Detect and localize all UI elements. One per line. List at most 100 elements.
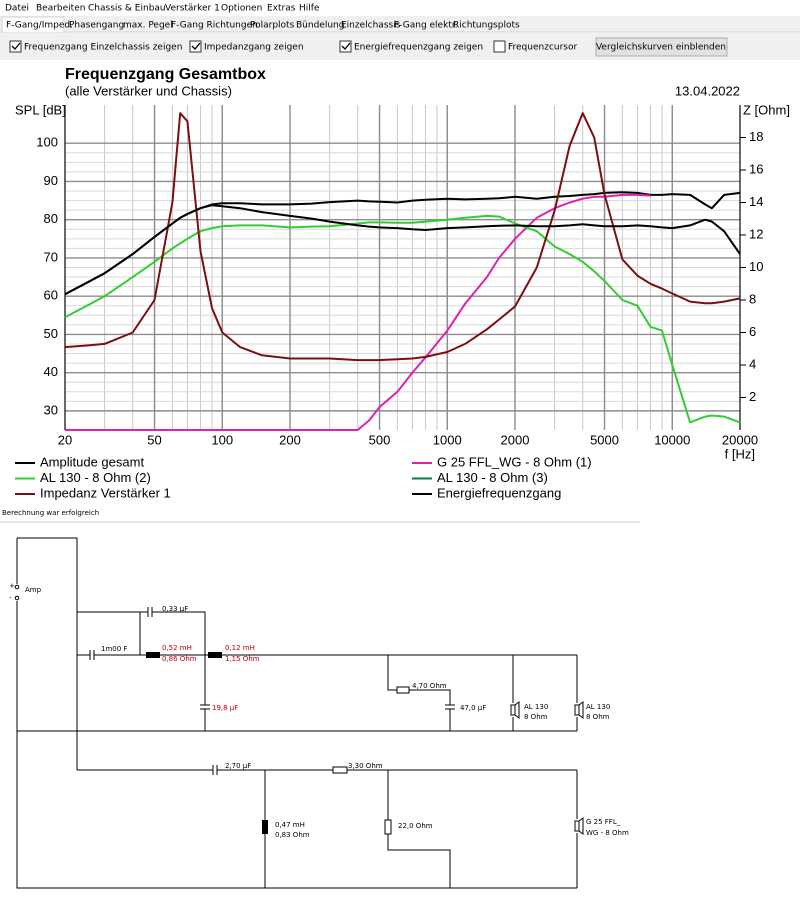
component-label: 4,70 Ohm bbox=[412, 682, 447, 690]
menu: Datei Bearbeiten Chassis & Einbau Verstä… bbox=[5, 4, 320, 14]
component-label: 8 Ohm bbox=[586, 713, 610, 721]
wire bbox=[16, 537, 578, 889]
x-tick-label: 20000 bbox=[722, 432, 758, 447]
menu-item[interactable]: Bearbeiten bbox=[36, 4, 85, 14]
component-label: 1,15 Ohm bbox=[225, 655, 260, 663]
legend-label: G 25 FFL_WG - 8 Ohm (1) bbox=[437, 454, 592, 469]
component-label: 0,52 mH bbox=[162, 644, 192, 652]
legend-label: Energiefrequenzgang bbox=[437, 485, 561, 500]
inductor bbox=[146, 652, 160, 658]
menu-item[interactable]: Hilfe bbox=[299, 4, 320, 14]
series-line bbox=[64, 214, 741, 424]
menu-item[interactable]: Extras bbox=[267, 4, 296, 14]
options: Frequenzgang Einzelchassis zeigen Impeda… bbox=[9, 40, 577, 53]
checkbox-label[interactable]: Frequenzcursor bbox=[508, 43, 577, 53]
y-tick-label: 90 bbox=[44, 173, 58, 188]
x-tick-label: 2000 bbox=[501, 432, 530, 447]
y2-tick-label: 16 bbox=[749, 161, 763, 176]
component-label: 22,0 Ohm bbox=[398, 822, 433, 830]
tab[interactable]: Polarplots bbox=[250, 21, 295, 31]
tab[interactable]: max. Pegel bbox=[123, 21, 173, 31]
y2-tick-label: 12 bbox=[749, 226, 763, 241]
checkbox-label[interactable]: Frequenzgang Einzelchassis zeigen bbox=[24, 43, 182, 53]
tab[interactable]: Bündelung bbox=[296, 21, 344, 31]
x-axis-label: f [Hz] bbox=[725, 446, 755, 461]
button-label[interactable]: Vergleichskurven einblenden bbox=[596, 43, 726, 53]
y2-axis-label: Z [Ohm] bbox=[743, 102, 790, 117]
series-line bbox=[64, 112, 741, 362]
legend-label: AL 130 - 8 Ohm (2) bbox=[40, 470, 151, 485]
tabs: F-Gang/Imped. Phasengang max. Pegel F-Ga… bbox=[1, 16, 520, 34]
x-tick-label: 100 bbox=[211, 432, 233, 447]
terminal bbox=[14, 595, 20, 601]
component-label: WG - 8 Ohm bbox=[586, 829, 629, 837]
y2-tick-label: 2 bbox=[749, 389, 756, 404]
legend-label: Amplitude gesamt bbox=[40, 454, 144, 469]
y-tick-label: 100 bbox=[36, 135, 58, 150]
y2-tick-label: 10 bbox=[749, 259, 763, 274]
y2-tick-label: 14 bbox=[749, 194, 763, 209]
x-tick-label: 20 bbox=[58, 432, 72, 447]
y-tick-label: 70 bbox=[44, 249, 58, 264]
series-line bbox=[64, 204, 741, 296]
menu-item[interactable]: Datei bbox=[5, 4, 29, 14]
y-tick-label: 40 bbox=[44, 364, 58, 379]
tab[interactable]: Phasengang bbox=[69, 21, 124, 31]
legend-label: Impedanz Verstärker 1 bbox=[40, 485, 171, 500]
component-label: 0,86 Ohm bbox=[162, 655, 197, 663]
chart-title: Frequenzgang Gesamtbox bbox=[65, 66, 266, 83]
checkbox[interactable] bbox=[493, 40, 506, 53]
y-tick-label: 60 bbox=[44, 288, 58, 303]
resistor bbox=[384, 819, 392, 835]
chart-date: 13.04.2022 bbox=[675, 83, 740, 98]
component-label: 0,47 mH bbox=[275, 821, 305, 829]
x-tick-label: 10000 bbox=[654, 432, 690, 447]
component-label: AL 130 bbox=[586, 703, 610, 711]
checkmark bbox=[341, 42, 351, 50]
chart: Frequenzgang Gesamtbox (alle Verstärker … bbox=[15, 66, 790, 500]
y-tick-label: 80 bbox=[44, 211, 58, 226]
menu-item[interactable]: Chassis & Einbau bbox=[88, 4, 166, 14]
checkmark bbox=[11, 42, 21, 50]
x-tick-label: 500 bbox=[369, 432, 391, 447]
checkmark bbox=[191, 42, 201, 50]
terminal bbox=[14, 584, 20, 590]
component-label: G 25 FFL_ bbox=[586, 818, 621, 826]
chart-subtitle: (alle Verstärker und Chassis) bbox=[65, 83, 232, 98]
tab[interactable]: F-Gang/Imped. bbox=[6, 21, 73, 31]
component-label: 0,12 mH bbox=[225, 644, 255, 652]
component-label: 0,83 Ohm bbox=[275, 831, 310, 839]
tab[interactable]: Richtungsplots bbox=[453, 21, 520, 31]
terminal-sign: - bbox=[9, 594, 12, 602]
inductor bbox=[208, 652, 222, 658]
y-tick-label: 50 bbox=[44, 326, 58, 341]
checkbox-label[interactable]: Energiefrequenzgang zeigen bbox=[354, 43, 483, 53]
legend-label: AL 130 - 8 Ohm (3) bbox=[437, 470, 548, 485]
y2-tick-label: 18 bbox=[749, 129, 763, 144]
component-label: AL 130 bbox=[524, 703, 548, 711]
tab[interactable]: F-Gang elektr. bbox=[394, 21, 458, 31]
checkbox-label[interactable]: Impedanzgang zeigen bbox=[204, 43, 304, 53]
menu-item[interactable]: Optionen bbox=[221, 4, 262, 14]
component-label: Amp bbox=[25, 586, 42, 594]
menu-bar bbox=[0, 0, 800, 16]
resistor bbox=[332, 766, 348, 774]
tab[interactable]: Einzelchassis bbox=[341, 21, 401, 31]
button[interactable] bbox=[595, 37, 728, 57]
resistor bbox=[396, 686, 410, 694]
series-line bbox=[64, 191, 741, 296]
x-tick-label: 1000 bbox=[433, 432, 462, 447]
terminal-sign: + bbox=[9, 582, 15, 590]
checkbox[interactable] bbox=[189, 40, 202, 53]
checkbox[interactable] bbox=[339, 40, 352, 53]
capacitor bbox=[89, 607, 455, 775]
tab[interactable]: F-Gang Richtungen bbox=[171, 21, 258, 31]
component-label: 47,0 µF bbox=[460, 704, 486, 712]
checkbox[interactable] bbox=[9, 40, 22, 53]
menu-item[interactable]: Verstärker 1 bbox=[165, 4, 220, 14]
y2-tick-label: 8 bbox=[749, 291, 756, 306]
component-label: 3,30 Ohm bbox=[348, 762, 383, 770]
circuit: + - Amp 0,33 µF 1m00 F 0,52 mH 0,86 Ohm … bbox=[9, 537, 629, 889]
component-label: 2,70 µF bbox=[225, 762, 251, 770]
